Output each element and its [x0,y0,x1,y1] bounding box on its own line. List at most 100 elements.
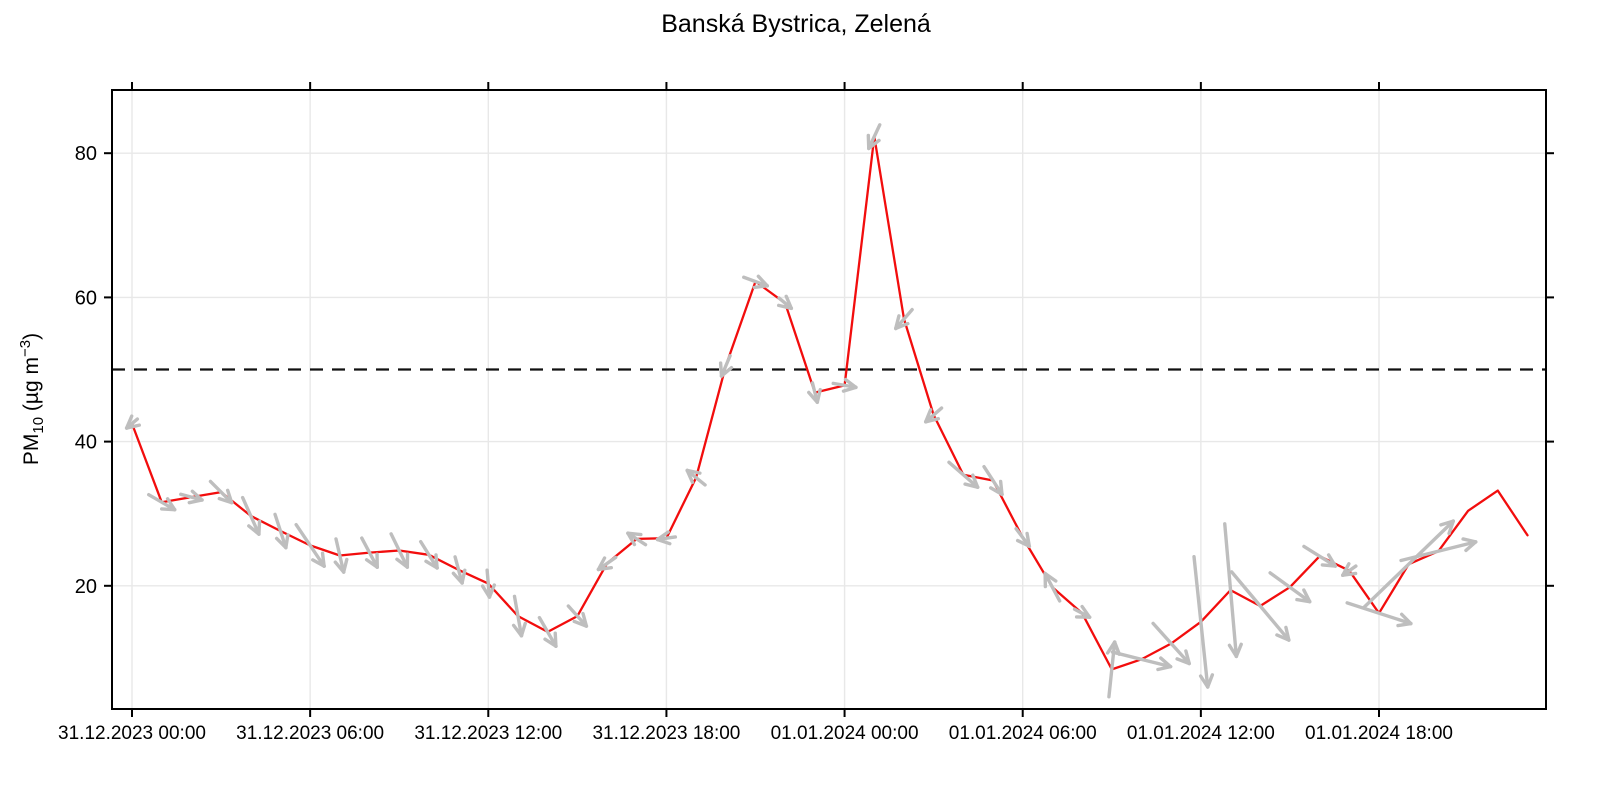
x-tick-label: 01.01.2024 06:00 [949,723,1097,744]
wind-arrow-barb [1159,656,1173,669]
wind-arrow [208,479,234,505]
wind-arrow-shaft [1110,650,1173,669]
wind-arrow-barb [1396,621,1413,628]
wind-arrow-barb [247,524,261,536]
wind-arrow [1229,570,1291,642]
wind-arrow-barb [843,377,858,390]
wind-arrow-barb [257,519,262,536]
wind-arrow-shaft [831,381,858,390]
wind-arrow-shaft [453,555,464,585]
wind-arrow [566,604,589,628]
wind-arrow-barb [1284,625,1291,642]
wind-arrow-barb [395,557,410,569]
wind-arrow-barb [1295,597,1312,604]
series-layer [130,135,1529,671]
wind-arrow-barb [165,497,177,512]
wind-arrow-shaft [1345,601,1413,626]
wind-arrow [1072,604,1092,619]
wind-arrow-barb [217,496,234,505]
wind-arrow-shaft [566,604,589,628]
wind-arrow-barb [752,284,769,290]
wind-arrow-shaft [685,468,707,487]
wind-arrow [947,460,980,489]
wind-arrow-barb [274,536,288,550]
wind-arrow-shaft [1268,571,1312,604]
wind-arrow-barb [1080,604,1092,619]
wind-arrow-barb [1206,673,1215,689]
wind-arrow-shaft [240,495,261,536]
x-tick-label: 01.01.2024 00:00 [771,723,919,744]
wind-arrow-barb [190,489,204,502]
wind-arrow-shaft [389,532,410,569]
wind-arrow-barb [807,390,820,404]
wind-arrow-barb [971,473,980,489]
wind-arrow-barb [159,507,177,512]
wind-arrow-barb [1198,674,1210,689]
wind-arrow-shaft [982,464,1004,497]
y-tick-label: 80 [75,143,97,165]
wind-arrow-barb [998,479,1004,497]
wind-arrow-barb [333,560,346,574]
wind-arrow-barb [1043,571,1058,583]
wind-arrow-shaft [1043,571,1062,603]
wind-arrow-barb [1015,538,1032,548]
wind-arrow-barb [581,611,589,628]
wind-arrow-shaft [418,539,439,570]
wind-arrow [626,531,648,547]
wind-arrow [1399,537,1478,563]
wind-arrow-shaft [485,568,492,599]
wind-arrow [1268,571,1312,604]
wind-arrow-barb [655,530,670,542]
wind-arrow-barb [626,531,643,537]
y-axis-title-prefix: PM [20,434,43,466]
y-tick-label: 40 [75,432,97,454]
wind-arrow-barb [187,498,204,505]
wind-arrow-barb [1275,633,1291,642]
wind-arrow [1043,571,1062,603]
wind-arrow-shaft [742,275,769,288]
wind-arrow-barb [1447,519,1455,536]
wind-arrow-shaft [334,537,346,574]
wind-arrow-barb [341,557,349,574]
wind-arrow-shaft [208,479,234,505]
wind-arrow-barb [1399,612,1413,626]
wind-arrow-shaft [867,123,882,151]
wind-arrow [294,522,326,568]
wind-arrow [480,568,497,599]
wind-arrow [389,532,410,569]
wind-arrow [333,537,349,574]
wind-arrow-barb [815,387,822,404]
wind-arrow-barb [867,138,881,151]
wind-arrow-shaft [273,512,288,550]
wind-arrow-barb [1320,563,1338,568]
wind-arrow [596,555,618,572]
wind-arrow [894,307,914,331]
wind-arrow-barb [1105,640,1117,655]
wind-arrow-barb [434,553,439,570]
wind-arrow-barb [756,274,769,288]
wind-arrow-barb [1184,649,1191,666]
wind-arrow-shaft [537,615,558,648]
wind-arrow-barb [424,559,439,570]
wind-arrow-barb [553,631,558,648]
wind-arrow-barb [963,482,980,489]
wind-arrow [511,594,527,638]
wind-arrow-barb [894,321,910,331]
y-tick-label: 20 [75,576,97,598]
wind-arrow-barb [1302,588,1312,604]
wind-arrow-barb [1227,643,1239,659]
wind-arrow-barb [596,565,614,572]
wind-arrow [1341,562,1358,577]
wind-arrow-barb [543,637,558,648]
wind-arrow-barb [480,584,492,599]
wind-arrow-barb [655,537,672,546]
wind-arrow-barb [511,623,524,638]
wind-arrow [776,294,794,311]
wind-arrow [1110,650,1173,672]
wind-arrow-shaft [1229,570,1291,642]
wind-arrow-shaft [1151,621,1191,666]
wind-arrow [718,354,734,378]
wind-arrow-shaft [1302,544,1338,568]
plot-frame [111,89,1547,710]
